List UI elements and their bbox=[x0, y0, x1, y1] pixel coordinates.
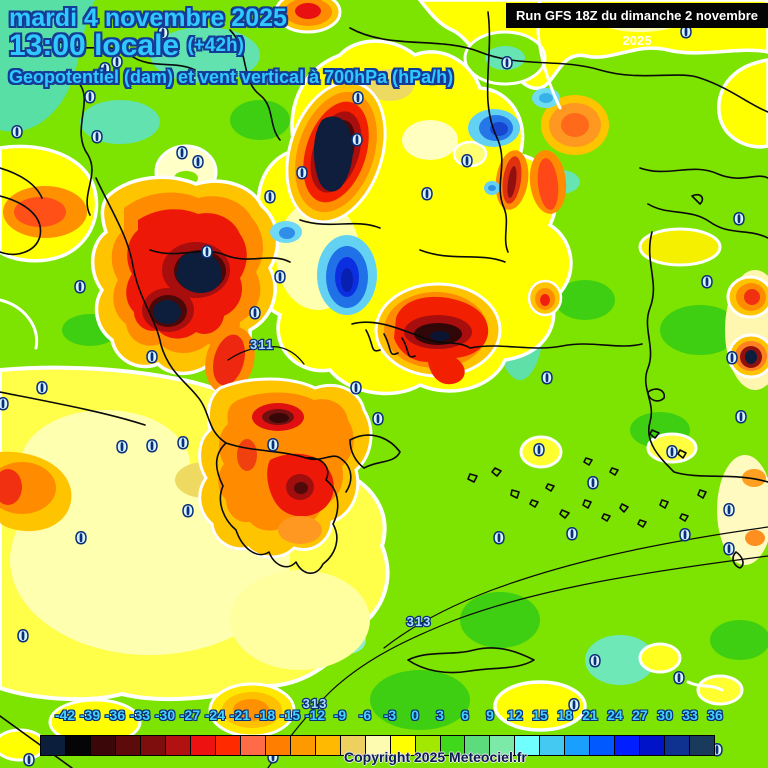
colorbar-cell bbox=[665, 736, 691, 755]
zero-marker: 0 bbox=[680, 528, 690, 544]
colorbar-cell bbox=[90, 736, 116, 755]
geopotential-contour-label: 313 bbox=[407, 614, 432, 629]
colorbar-cell bbox=[315, 736, 341, 755]
zero-marker: 0 bbox=[352, 133, 362, 149]
red-cluster-northwest bbox=[90, 175, 280, 394]
colorbar-cell bbox=[590, 736, 616, 755]
zero-marker: 0 bbox=[674, 671, 684, 687]
zero-marker: 0 bbox=[569, 698, 579, 714]
zero-marker: 0 bbox=[542, 371, 552, 387]
thin-contours bbox=[227, 345, 768, 768]
zero-marker: 0 bbox=[12, 125, 22, 141]
colorbar-cell bbox=[240, 736, 266, 755]
zero-marker: 0 bbox=[250, 306, 260, 322]
zero-marker: 0 bbox=[567, 527, 577, 543]
geopotential-contour-label: 311 bbox=[250, 337, 274, 352]
colorbar-cell bbox=[515, 736, 541, 755]
map-subtitle: Geopotentiel (dam) et vent vertical à 70… bbox=[9, 67, 454, 87]
forecast-offset: (+42h) bbox=[187, 35, 244, 56]
zero-marker: 0 bbox=[177, 146, 187, 162]
date-title: mardi 4 novembre 2025 bbox=[9, 4, 287, 32]
colorbar-cell bbox=[490, 736, 516, 755]
dark-system-topcenter bbox=[285, 80, 387, 224]
zero-marker: 0 bbox=[275, 270, 285, 286]
zero-marker: 0 bbox=[724, 542, 734, 558]
red-streaks bbox=[495, 95, 609, 214]
zero-marker: 0 bbox=[18, 629, 28, 645]
red-peloponnese bbox=[198, 377, 373, 559]
zero-marker: 0 bbox=[147, 439, 157, 455]
coastlines bbox=[0, 11, 768, 768]
zero-marker: 0 bbox=[183, 504, 193, 520]
zero-marker: 0 bbox=[462, 154, 472, 170]
zero-marker: 0 bbox=[494, 531, 504, 547]
colorbar-cell bbox=[465, 736, 491, 755]
colorbar-cell bbox=[390, 736, 416, 755]
zero-marker: 0 bbox=[92, 130, 102, 146]
colorbar-cell bbox=[640, 736, 666, 755]
zero-marker: 0 bbox=[667, 445, 677, 461]
zero-marker: 0 bbox=[727, 351, 737, 367]
zero-marker: 0 bbox=[268, 438, 278, 454]
colorbar-cell bbox=[115, 736, 141, 755]
zero-marker: 0 bbox=[534, 443, 544, 459]
colorbar-cell bbox=[615, 736, 641, 755]
zero-marker: 0 bbox=[202, 245, 212, 261]
small-orange-systems bbox=[208, 0, 768, 738]
zero-marker: 0 bbox=[117, 440, 127, 456]
geopotential-contour-label: 313 bbox=[303, 696, 328, 711]
colorbar-cell bbox=[140, 736, 166, 755]
zero-marker: 0 bbox=[702, 275, 712, 291]
colorbar-cell bbox=[690, 736, 715, 755]
time-title: 13:00 locale (+42h) bbox=[9, 29, 244, 63]
zero-marker: 0 bbox=[353, 91, 363, 107]
colorbar-cell bbox=[415, 736, 441, 755]
time-text: 13:00 locale bbox=[9, 29, 180, 62]
zero-marker: 0 bbox=[422, 187, 432, 203]
zero-marker: 0 bbox=[681, 25, 691, 41]
zero-marker: 0 bbox=[724, 503, 734, 519]
colorbar-cell bbox=[65, 736, 91, 755]
zero-marker: 0 bbox=[158, 26, 168, 42]
zero-marker: 0 bbox=[734, 212, 744, 228]
zero-marker: 0 bbox=[76, 531, 86, 547]
colorbar-cells bbox=[40, 735, 715, 756]
zero-marker: 0 bbox=[112, 55, 122, 71]
copyright-text: Copyright 2025 Meteociel.fr bbox=[344, 749, 527, 765]
zero-marker: 0 bbox=[178, 436, 188, 452]
zero-marker: 0 bbox=[736, 410, 746, 426]
colorbar-cell bbox=[41, 736, 66, 755]
colorbar-cell bbox=[440, 736, 466, 755]
zero-marker: 0 bbox=[147, 350, 157, 366]
zero-marker: 0 bbox=[75, 280, 85, 296]
orange-left-edge bbox=[0, 186, 87, 532]
zero-marker: 0 bbox=[373, 412, 383, 428]
run-banner: Run GFS 18Z du dimanche 2 novembre 2025 bbox=[506, 3, 768, 48]
zero-marker: 0 bbox=[265, 190, 275, 206]
colorbar-cell bbox=[190, 736, 216, 755]
zero-marker: 0 bbox=[351, 381, 361, 397]
zero-marker: 0 bbox=[193, 155, 203, 171]
zero-marker: 0 bbox=[0, 397, 8, 413]
zero-marker: 0 bbox=[588, 476, 598, 492]
colorbar-cell bbox=[265, 736, 291, 755]
colorbar-cell bbox=[365, 736, 391, 755]
colorbar-cell bbox=[565, 736, 591, 755]
zero-marker: 0 bbox=[37, 381, 47, 397]
colorbar-cell bbox=[165, 736, 191, 755]
colorbar-cell bbox=[215, 736, 241, 755]
colorbar-cell bbox=[290, 736, 316, 755]
colorbar-cell bbox=[540, 736, 566, 755]
zero-marker: 0 bbox=[297, 166, 307, 182]
blue-blobs bbox=[270, 88, 560, 315]
zero-marker: 0 bbox=[590, 654, 600, 670]
zero-marker: 0 bbox=[24, 753, 34, 768]
zero-marker: 0 bbox=[100, 62, 110, 78]
red-mass-central bbox=[374, 282, 502, 385]
zero-marker: 0 bbox=[85, 90, 95, 106]
colorbar-cell bbox=[340, 736, 366, 755]
zero-marker: 0 bbox=[502, 56, 512, 72]
